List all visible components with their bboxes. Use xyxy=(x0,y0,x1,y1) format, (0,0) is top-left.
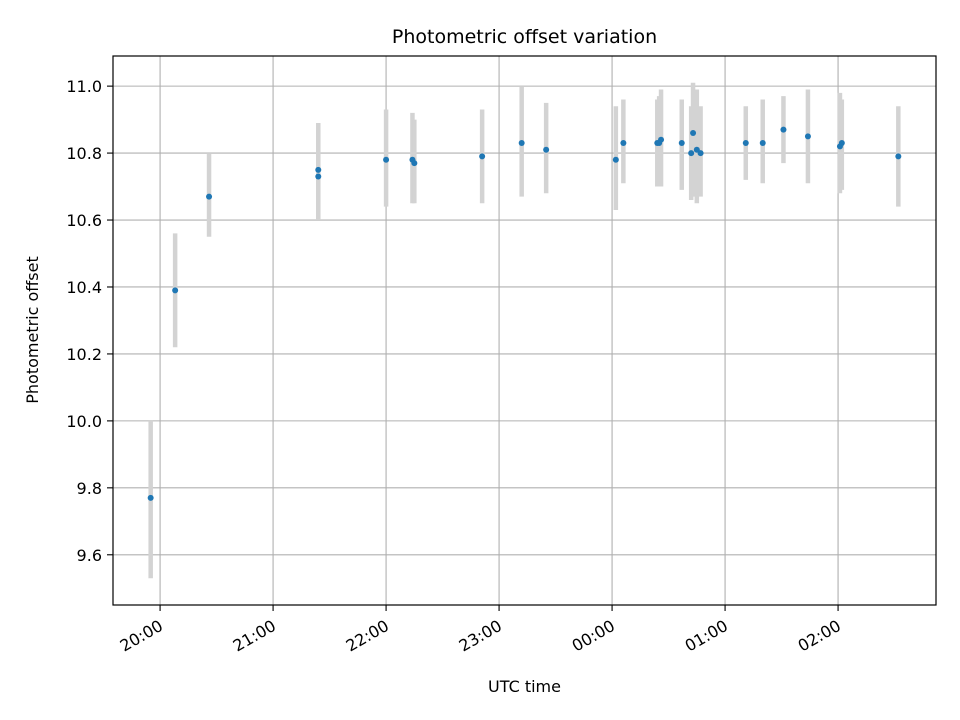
y-tick-label: 10.2 xyxy=(66,345,102,364)
data-point xyxy=(658,136,665,143)
chart-title: Photometric offset variation xyxy=(392,26,657,48)
y-axis-ticks: 9.6 9.8 10.0 10.2 10.4 10.6 10.8 11.0 xyxy=(66,77,113,565)
data-point xyxy=(759,140,766,147)
y-tick-label: 10.0 xyxy=(66,412,102,431)
data-point xyxy=(206,193,213,200)
data-point xyxy=(678,140,685,147)
data-point xyxy=(620,140,627,147)
y-tick-label: 10.4 xyxy=(66,278,102,297)
plot-frame xyxy=(112,55,937,606)
data-point xyxy=(518,140,525,147)
data-point xyxy=(383,156,390,163)
y-tick-label: 10.8 xyxy=(66,144,102,163)
y-tick-label: 9.8 xyxy=(77,479,102,498)
y-tick-label: 10.6 xyxy=(66,211,102,230)
data-points xyxy=(147,126,902,501)
data-point xyxy=(780,126,787,133)
data-point xyxy=(838,140,845,147)
data-point xyxy=(697,150,704,157)
data-point xyxy=(895,153,902,160)
y-tick-label: 11.0 xyxy=(66,77,102,96)
data-point xyxy=(479,153,486,160)
data-point xyxy=(543,146,550,153)
data-point xyxy=(315,173,322,180)
data-point xyxy=(612,156,619,163)
data-point xyxy=(688,150,695,157)
y-tick-label: 9.6 xyxy=(77,546,102,565)
data-point xyxy=(315,166,322,173)
data-point xyxy=(804,133,811,140)
data-point xyxy=(172,287,179,294)
plot-area xyxy=(113,56,936,605)
x-axis-label: UTC time xyxy=(488,677,561,696)
data-point xyxy=(742,140,749,147)
data-point xyxy=(147,494,154,501)
data-point xyxy=(690,129,697,136)
data-point xyxy=(411,160,418,167)
y-axis-label: Photometric offset xyxy=(23,256,42,404)
